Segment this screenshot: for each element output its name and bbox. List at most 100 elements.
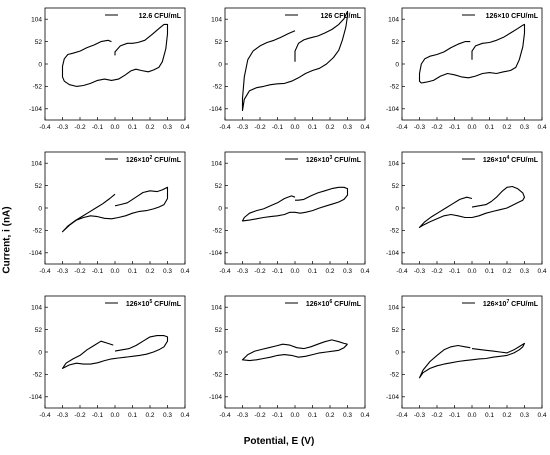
x-axis-title: Potential, E (V)	[243, 436, 315, 447]
x-tick-label: 0.3	[163, 412, 172, 419]
x-tick-label: 0.0	[290, 412, 299, 419]
x-tick-label: -0.3	[414, 412, 426, 419]
y-tick-label: -104	[29, 106, 42, 113]
plot-frame	[224, 7, 366, 121]
x-tick-label: -0.4	[396, 268, 408, 275]
x-tick-label: 0.3	[343, 268, 352, 275]
x-tick-label: 0.4	[537, 124, 546, 131]
y-tick-label: 0	[38, 349, 42, 356]
x-tick-label: 0.0	[110, 412, 119, 419]
x-tick-label: 0.0	[290, 124, 299, 131]
panel-label: 12.6 CFU/mL	[139, 13, 182, 20]
y-tick-label: -52	[33, 228, 43, 235]
x-tick-label: -0.1	[449, 268, 461, 275]
y-tick-label: 0	[395, 205, 399, 212]
x-tick-label: 0.0	[290, 268, 299, 275]
x-tick-label: -0.4	[219, 124, 231, 131]
cv-curve	[418, 342, 526, 379]
x-tick-label: 0.3	[343, 412, 352, 419]
x-tick-label: -0.2	[431, 412, 443, 419]
y-tick-label: 0	[395, 61, 399, 68]
panel-1: -0.4 -0.3 -0.2 -0.1 0.0 0.1 0.2 0.3 0.4 104 52 0 -52…	[29, 7, 190, 131]
x-tick-label: 0.2	[325, 268, 334, 275]
x-tick-label: -0.4	[396, 124, 408, 131]
y-tick-label: 52	[215, 183, 223, 190]
x-tick-label: 0.4	[537, 268, 546, 275]
x-tick-label: -0.3	[414, 124, 426, 131]
y-tick-label: 52	[215, 327, 223, 334]
panel-3: -0.4 -0.3 -0.2 -0.1 0.0 0.1 0.2 0.3 0.4 104 52 0 -52…	[386, 7, 547, 131]
x-tick-label: 0.0	[110, 124, 119, 131]
x-tick-label: 0.4	[180, 268, 189, 275]
plot-frame	[401, 295, 543, 409]
panel-2: -0.4 -0.3 -0.2 -0.1 0.0 0.1 0.2 0.3 0.4 104 52 0 -52…	[209, 7, 370, 131]
plot-frame	[401, 151, 543, 265]
x-tick-label: 0.3	[163, 268, 172, 275]
y-tick-label: -52	[213, 372, 223, 379]
x-tick-label: 0.2	[502, 412, 511, 419]
y-tick-label: -104	[209, 106, 222, 113]
x-tick-label: 0.2	[145, 124, 154, 131]
x-tick-label: -0.2	[74, 124, 86, 131]
y-tick-label: -52	[390, 84, 400, 91]
y-tick-label: -104	[386, 394, 399, 401]
x-tick-label: 0.4	[180, 412, 189, 419]
panel-label: 126×106 CFU/mL	[306, 299, 362, 308]
y-tick-label: -52	[33, 372, 43, 379]
x-tick-label: 0.3	[520, 412, 529, 419]
x-tick-label: 0.4	[180, 124, 189, 131]
x-tick-label: 0.0	[467, 412, 476, 419]
panel-label: 126×104 CFU/mL	[483, 155, 539, 164]
x-tick-label: -0.3	[237, 412, 249, 419]
panel-4: -0.4 -0.3 -0.2 -0.1 0.0 0.1 0.2 0.3 0.4 104 52 0 -52…	[29, 151, 190, 275]
panel-label: 126×105 CFU/mL	[126, 299, 182, 308]
x-tick-label: 0.1	[308, 124, 317, 131]
cv-curve	[61, 23, 169, 87]
x-tick-label: -0.1	[92, 124, 104, 131]
y-tick-label: 52	[35, 183, 43, 190]
y-tick-label: 52	[392, 183, 400, 190]
y-tick-label: 104	[31, 17, 42, 24]
x-tick-label: 0.1	[128, 268, 137, 275]
cv-curve	[418, 23, 526, 84]
x-tick-label: 0.3	[520, 124, 529, 131]
x-tick-label: 0.2	[502, 124, 511, 131]
x-tick-label: 0.1	[128, 412, 137, 419]
x-tick-label: 0.1	[485, 412, 494, 419]
x-tick-label: 0.4	[360, 268, 369, 275]
y-tick-label: 52	[215, 39, 223, 46]
panel-label: 126×10 CFU/mL	[486, 13, 539, 20]
panel-5: -0.4 -0.3 -0.2 -0.1 0.0 0.1 0.2 0.3 0.4 104 52 0 -52…	[209, 151, 370, 275]
x-tick-label: 0.0	[110, 268, 119, 275]
x-tick-label: -0.4	[39, 412, 51, 419]
x-tick-label: -0.2	[431, 268, 443, 275]
panel-label: 126×102 CFU/mL	[126, 155, 182, 164]
x-tick-label: -0.3	[237, 268, 249, 275]
panel-9: -0.4 -0.3 -0.2 -0.1 0.0 0.1 0.2 0.3 0.4 104 52 0 -52…	[386, 295, 547, 419]
x-tick-label: 0.1	[128, 124, 137, 131]
cv-curve	[61, 186, 169, 233]
panel-6: -0.4 -0.3 -0.2 -0.1 0.0 0.1 0.2 0.3 0.4 104 52 0 -52…	[386, 151, 547, 275]
plot-frame	[224, 151, 366, 265]
x-tick-label: -0.4	[219, 268, 231, 275]
x-tick-label: -0.3	[57, 412, 69, 419]
x-tick-label: -0.2	[254, 124, 266, 131]
y-tick-label: -104	[29, 250, 42, 257]
x-tick-label: 0.0	[467, 268, 476, 275]
x-tick-label: -0.2	[74, 412, 86, 419]
panel-label: 126 CFU/mL	[321, 13, 362, 20]
panel-8: -0.4 -0.3 -0.2 -0.1 0.0 0.1 0.2 0.3 0.4 104 52 0 -52…	[209, 295, 370, 419]
cv-curve	[241, 10, 349, 112]
y-tick-label: -52	[213, 228, 223, 235]
y-tick-label: 52	[392, 39, 400, 46]
x-tick-label: 0.0	[467, 124, 476, 131]
y-tick-label: -104	[386, 106, 399, 113]
y-tick-label: 0	[395, 349, 399, 356]
y-tick-label: -104	[386, 250, 399, 257]
x-tick-label: 0.1	[308, 412, 317, 419]
cv-curve	[61, 335, 169, 369]
y-tick-label: 52	[35, 39, 43, 46]
y-tick-label: 0	[218, 205, 222, 212]
x-tick-label: 0.4	[360, 124, 369, 131]
x-tick-label: -0.2	[431, 124, 443, 131]
